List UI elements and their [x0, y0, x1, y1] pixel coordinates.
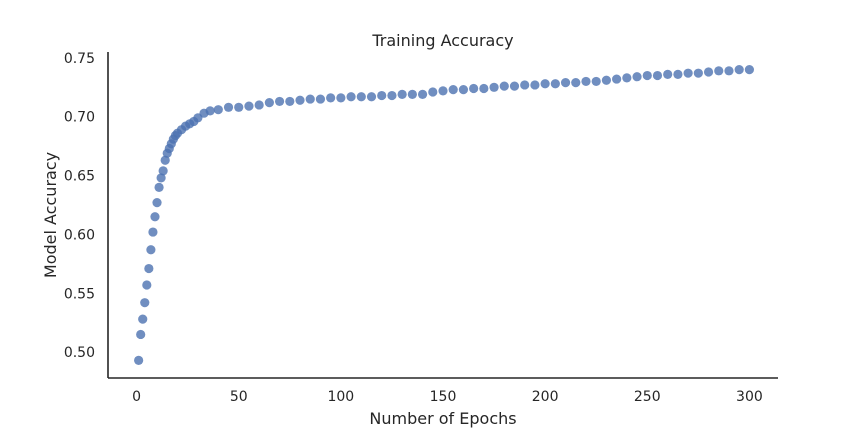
- data-point: [612, 74, 622, 84]
- data-point: [581, 76, 591, 87]
- data-point: [744, 65, 755, 75]
- data-point: [146, 245, 156, 255]
- data-point: [234, 102, 244, 112]
- data-point: [213, 105, 223, 115]
- data-point: [417, 89, 428, 99]
- data-point: [285, 96, 295, 107]
- x-tick-label: 100: [327, 389, 354, 405]
- data-point: [428, 87, 438, 97]
- data-point: [254, 100, 264, 110]
- data-point: [530, 80, 540, 90]
- y-tick-label: 0.55: [64, 286, 95, 302]
- data-point: [509, 81, 520, 91]
- data-point: [134, 355, 144, 365]
- chart-title: Training Accuracy: [371, 31, 513, 50]
- data-point: [244, 101, 254, 111]
- data-point: [223, 102, 234, 112]
- data-point: [438, 86, 448, 96]
- y-tick-label: 0.50: [64, 345, 95, 361]
- data-point: [150, 212, 160, 222]
- data-point: [489, 82, 499, 92]
- data-point: [499, 81, 509, 91]
- data-point: [673, 69, 683, 79]
- data-point: [448, 85, 458, 95]
- scatter-points: [134, 65, 755, 365]
- data-point: [144, 263, 154, 274]
- data-point: [326, 93, 336, 103]
- data-point: [136, 329, 146, 340]
- data-point: [683, 68, 693, 78]
- data-point: [601, 75, 612, 85]
- data-point: [397, 89, 407, 99]
- data-point: [156, 173, 166, 183]
- x-tick-label: 0: [132, 389, 141, 405]
- x-axis-label: Number of Epochs: [369, 409, 516, 428]
- data-point: [571, 78, 581, 88]
- x-tick-label: 50: [230, 389, 248, 405]
- data-point: [138, 314, 148, 324]
- data-point: [734, 65, 744, 75]
- data-point: [479, 83, 489, 94]
- data-point: [160, 155, 170, 165]
- data-point: [158, 166, 168, 176]
- data-point: [724, 66, 734, 76]
- data-point: [520, 80, 530, 90]
- data-point: [205, 106, 215, 116]
- data-point: [346, 92, 356, 102]
- data-point: [264, 98, 274, 108]
- x-tick-label: 300: [736, 389, 763, 405]
- data-point: [652, 70, 663, 81]
- data-point: [703, 67, 714, 77]
- data-point: [305, 94, 315, 104]
- x-tick-label: 250: [634, 389, 661, 405]
- data-point: [560, 78, 571, 88]
- data-point: [632, 72, 642, 82]
- y-tick-label: 0.65: [64, 169, 95, 185]
- y-tick-label: 0.75: [64, 51, 95, 67]
- data-point: [622, 73, 632, 83]
- data-point: [377, 90, 387, 101]
- data-point: [295, 95, 305, 105]
- data-point: [154, 182, 164, 192]
- data-point: [540, 79, 550, 89]
- data-point: [642, 70, 652, 81]
- y-axis-label: Model Accuracy: [41, 152, 60, 278]
- data-point: [469, 83, 479, 94]
- data-point: [142, 280, 152, 290]
- data-point: [366, 92, 377, 102]
- data-point: [693, 68, 703, 78]
- data-point: [148, 227, 158, 237]
- data-point: [458, 85, 469, 95]
- data-point: [663, 69, 673, 79]
- data-point: [315, 94, 326, 104]
- data-point: [336, 93, 346, 103]
- data-point: [140, 298, 150, 308]
- y-tick-label: 0.60: [64, 227, 95, 243]
- data-point: [356, 92, 366, 102]
- y-axis-ticks: 0.50 0.55 0.60 0.65 0.70 0.75: [64, 51, 95, 361]
- data-point: [407, 89, 417, 99]
- data-point: [152, 198, 162, 208]
- x-tick-label: 200: [532, 389, 559, 405]
- y-tick-label: 0.70: [64, 110, 95, 126]
- x-axis-ticks: 0 50 100 150 200 250 300: [132, 389, 763, 405]
- data-point: [714, 66, 724, 76]
- data-point: [591, 76, 601, 87]
- x-tick-label: 150: [430, 389, 457, 405]
- data-point: [274, 96, 285, 107]
- data-point: [550, 79, 560, 89]
- data-point: [387, 90, 397, 101]
